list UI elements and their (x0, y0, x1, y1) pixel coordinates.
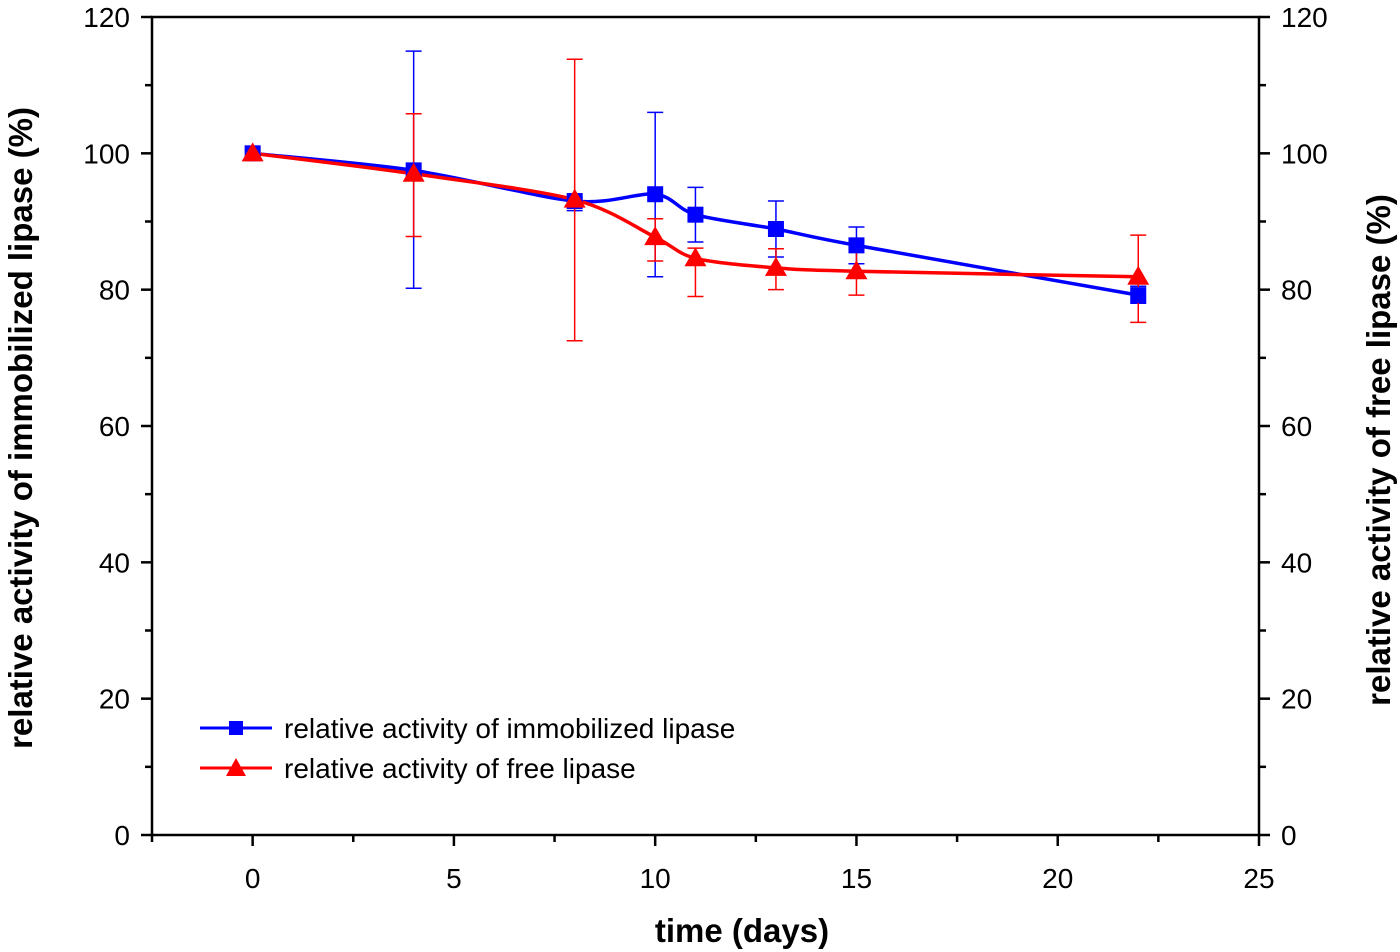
legend-label: relative activity of immobilized lipase (284, 713, 735, 744)
triangle-marker (845, 260, 868, 280)
y2-tick-label: 0 (1281, 820, 1297, 851)
y-tick-label: 100 (83, 138, 130, 169)
legend-triangle-marker (226, 758, 246, 776)
triangle-marker (684, 247, 707, 267)
x-tick-label: 20 (1042, 863, 1073, 894)
y2-tick-label: 80 (1281, 275, 1312, 306)
triangle-marker (1127, 265, 1150, 285)
legend: relative activity of immobilized lipase … (200, 713, 735, 784)
triangle-marker (402, 162, 425, 182)
legend-label: relative activity of free lipase (284, 753, 636, 784)
y2-tick-label: 100 (1281, 138, 1328, 169)
x-tick-label: 25 (1243, 863, 1274, 894)
y-tick-label: 60 (99, 411, 130, 442)
y-tick-label: 40 (99, 547, 130, 578)
square-marker (1130, 287, 1147, 304)
legend-item-immobilized: relative activity of immobilized lipase (200, 713, 735, 744)
y2-tick-label: 120 (1281, 2, 1328, 33)
triangle-marker (563, 188, 586, 208)
triangle-marker (241, 142, 264, 162)
y-tick-label: 120 (83, 2, 130, 33)
y-tick-label: 20 (99, 684, 130, 715)
y-axis-title: relative activity of immobilized lipase … (2, 107, 39, 749)
y-tick-label: 0 (114, 820, 130, 851)
y2-tick-label: 20 (1281, 684, 1312, 715)
x-axis-title: time (days) (655, 912, 829, 949)
x-tick-label: 10 (640, 863, 671, 894)
x-tick-label: 5 (446, 863, 462, 894)
y2-tick-label: 40 (1281, 547, 1312, 578)
triangle-marker (644, 226, 667, 246)
square-marker (767, 220, 784, 237)
error-bars (244, 50, 1147, 342)
y2-tick-label: 60 (1281, 411, 1312, 442)
legend-square-marker (229, 721, 243, 735)
x-tick-label: 15 (841, 863, 872, 894)
y-tick-label: 80 (99, 275, 130, 306)
y2-axis-title: relative activity of free lipase (%) (1360, 194, 1397, 706)
square-marker (647, 186, 664, 203)
data-markers (241, 142, 1150, 304)
square-marker (687, 206, 704, 223)
triangle-marker (764, 256, 787, 276)
square-marker (848, 237, 865, 254)
x-tick-label: 0 (245, 863, 261, 894)
legend-item-free: relative activity of free lipase (200, 753, 636, 784)
